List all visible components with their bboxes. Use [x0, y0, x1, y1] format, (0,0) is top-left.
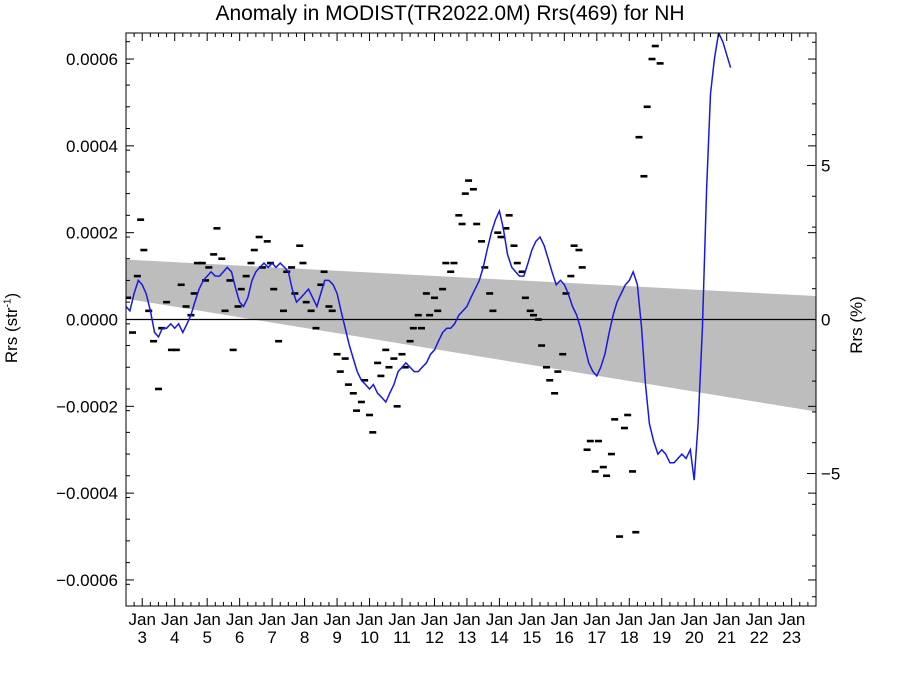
- x-tick-year-label: 15: [522, 628, 541, 647]
- x-tick-month-label: Jan: [551, 610, 578, 629]
- x-tick-month-label: Jan: [323, 610, 350, 629]
- x-tick-year-label: 6: [235, 628, 244, 647]
- y-tick-label: 0.0002: [66, 224, 118, 243]
- y-tick-label: −0.0004: [56, 484, 118, 503]
- x-tick-month-label: Jan: [616, 610, 643, 629]
- x-tick-year-label: 22: [750, 628, 769, 647]
- x-tick-month-label: Jan: [518, 610, 545, 629]
- x-tick-year-label: 17: [587, 628, 606, 647]
- x-tick-year-label: 12: [425, 628, 444, 647]
- x-tick-month-label: Jan: [421, 610, 448, 629]
- y-right-tick-label: 0: [821, 311, 830, 330]
- x-tick-year-label: 9: [332, 628, 341, 647]
- x-tick-year-label: 11: [393, 628, 411, 647]
- x-tick-year-label: 3: [138, 628, 147, 647]
- x-tick-month-label: Jan: [129, 610, 156, 629]
- x-tick-year-label: 20: [685, 628, 704, 647]
- x-tick-year-label: 16: [555, 628, 574, 647]
- x-tick-year-label: 4: [170, 628, 179, 647]
- x-tick-month-label: Jan: [388, 610, 415, 629]
- x-tick-year-label: 14: [490, 628, 509, 647]
- x-tick-year-label: 18: [620, 628, 639, 647]
- y-tick-label: 0.0006: [66, 50, 118, 69]
- chart-title: Anomaly in MODIST(TR2022.0M) Rrs(469) fo…: [215, 2, 685, 25]
- x-tick-month-label: Jan: [648, 610, 675, 629]
- x-tick-year-label: 8: [300, 628, 309, 647]
- y-tick-label: 0.0004: [66, 137, 118, 156]
- y-tick-label: −0.0002: [56, 397, 118, 416]
- y-right-tick-label: −5: [821, 465, 840, 484]
- x-tick-year-label: 21: [717, 628, 736, 647]
- y-tick-label: 0.0000: [66, 311, 118, 330]
- y-tick-label: −0.0006: [56, 571, 118, 590]
- x-tick-month-label: Jan: [486, 610, 513, 629]
- x-tick-month-label: Jan: [453, 610, 480, 629]
- x-tick-year-label: 7: [267, 628, 276, 647]
- x-tick-month-label: Jan: [291, 610, 318, 629]
- x-tick-month-label: Jan: [745, 610, 772, 629]
- x-tick-month-label: Jan: [713, 610, 740, 629]
- x-tick-year-label: 13: [457, 628, 476, 647]
- x-tick-month-label: Jan: [681, 610, 708, 629]
- smoothed-anomaly-line: [126, 33, 732, 481]
- x-tick-month-label: Jan: [161, 610, 188, 629]
- y-right-tick-label: 5: [821, 156, 830, 175]
- x-tick-year-label: 10: [360, 628, 379, 647]
- x-tick-year-label: 5: [202, 628, 211, 647]
- x-tick-year-label: 19: [652, 628, 671, 647]
- x-tick-month-label: Jan: [193, 610, 220, 629]
- uncertainty-band: [126, 259, 816, 412]
- x-tick-month-label: Jan: [356, 610, 383, 629]
- x-tick-month-label: Jan: [226, 610, 253, 629]
- x-tick-year-label: 23: [782, 628, 801, 647]
- x-tick-month-label: Jan: [258, 610, 285, 629]
- x-tick-month-label: Jan: [583, 610, 610, 629]
- x-tick-month-label: Jan: [778, 610, 805, 629]
